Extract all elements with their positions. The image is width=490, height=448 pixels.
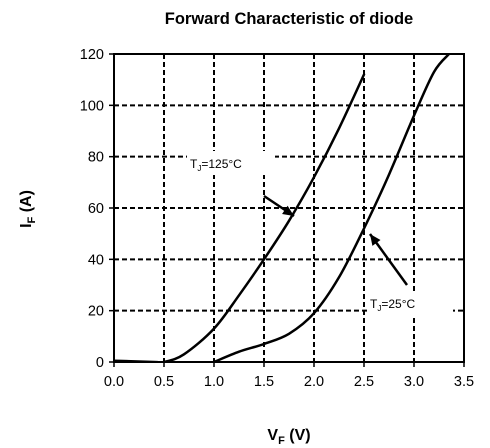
annotation-bg: [187, 151, 275, 175]
y-tick-label: 20: [88, 304, 104, 320]
y-tick-label: 100: [80, 98, 104, 114]
series-line-25c: [212, 53, 451, 362]
annotations: TJ=125°C TJ=25°C: [187, 151, 453, 315]
x-tick-label: 1.0: [204, 374, 224, 390]
annotation-bg: [367, 291, 453, 315]
annotation-25c: TJ=25°C: [367, 233, 453, 315]
x-tick-label: 0.0: [104, 374, 124, 390]
x-tick-label: 3.0: [404, 374, 424, 390]
x-tick-label: 0.5: [154, 374, 174, 390]
tick-labels: 0.0 0.5 1.0 1.5 2.0 2.5 3.0 3.5 0 20 40 60 80 100 120: [80, 47, 474, 390]
x-tick-label: 3.5: [454, 374, 474, 390]
annotation-arrowhead: [282, 205, 294, 216]
y-tick-label: 40: [88, 252, 104, 268]
annotation-125c: TJ=125°C: [187, 151, 295, 218]
series-line-125c: [114, 73, 366, 362]
chart-title: Forward Characteristic of diode: [165, 10, 413, 28]
x-tick-label: 1.5: [254, 374, 274, 390]
annotation-arrowhead: [370, 234, 381, 246]
y-axis-title: IF (A): [18, 190, 38, 228]
y-tick-label: 80: [88, 150, 104, 166]
x-tick-label: 2.0: [304, 374, 324, 390]
annotation-label: TJ=125°C: [190, 157, 242, 173]
y-tick-label: 0: [96, 355, 104, 371]
y-tick-label: 60: [88, 201, 104, 217]
series-group: [114, 53, 451, 362]
y-tick-label: 120: [80, 47, 104, 63]
annotation-label: TJ=25°C: [370, 297, 415, 313]
x-axis-title: VF (V): [267, 427, 310, 447]
x-tick-label: 2.5: [354, 374, 374, 390]
